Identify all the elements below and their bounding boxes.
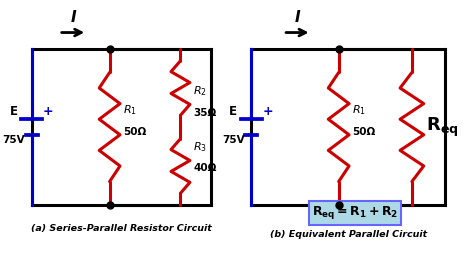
Text: 40Ω: 40Ω [193,163,217,173]
Text: $R_1$: $R_1$ [352,104,366,117]
Text: 35Ω: 35Ω [193,108,217,118]
Text: E: E [10,105,18,118]
Text: +: + [43,105,54,118]
Text: +: + [263,105,273,118]
Text: I: I [70,10,76,25]
Text: E: E [229,105,237,118]
Text: $R_3$: $R_3$ [193,140,207,154]
Text: $\mathbf{R_{eq}=R_1+R_2}$: $\mathbf{R_{eq}=R_1+R_2}$ [312,204,398,221]
Text: I: I [294,10,300,25]
Text: 50Ω: 50Ω [352,127,375,137]
Text: 50Ω: 50Ω [123,127,146,137]
Text: (a) Series-Parallel Resistor Circuit: (a) Series-Parallel Resistor Circuit [31,224,212,233]
Text: 75V: 75V [2,135,25,145]
Text: 75V: 75V [222,135,245,145]
Text: $\mathbf{R_{eq}}$: $\mathbf{R_{eq}}$ [426,115,459,139]
Text: (b) Equivalent Parallel Circuit: (b) Equivalent Parallel Circuit [270,230,427,239]
Text: $R_2$: $R_2$ [193,85,207,99]
Text: $R_1$: $R_1$ [123,104,137,117]
